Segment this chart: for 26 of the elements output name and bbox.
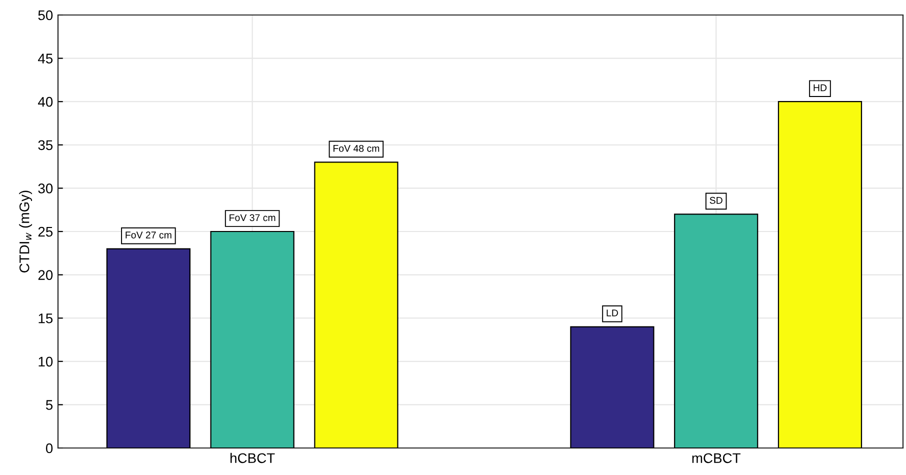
bar (314, 162, 398, 448)
y-tick-label: 50 (38, 10, 53, 20)
y-tick-label: 35 (38, 140, 53, 150)
x-tick-label: mCBCT (692, 453, 740, 464)
data-label: SD (710, 196, 722, 204)
bar (674, 214, 758, 448)
data-label: FoV 37 cm (230, 214, 276, 222)
y-tick-label: 25 (38, 226, 53, 237)
bar (106, 248, 190, 448)
bar (210, 230, 294, 448)
y-tick-label: 20 (38, 270, 53, 280)
y-tick-label: 5 (46, 400, 53, 410)
y-axis-title: CTDI$_{w}$ (mGy) (19, 190, 32, 272)
y-tick-label: 10 (38, 356, 53, 367)
data-label: FoV 27 cm (126, 232, 172, 238)
data-label: LD (606, 310, 618, 316)
data-label: FoV 48 cm (334, 144, 380, 152)
x-tick-label: hCBCT (230, 452, 275, 464)
data-label: HD (814, 84, 827, 92)
y-tick-label: 30 (38, 184, 53, 194)
y-tick-label: 0 (46, 443, 53, 454)
bar (570, 326, 654, 448)
y-tick-label: 45 (38, 54, 53, 64)
bar (778, 101, 862, 448)
y-tick-label: 15 (38, 314, 53, 324)
y-tick-label: 40 (38, 96, 53, 107)
